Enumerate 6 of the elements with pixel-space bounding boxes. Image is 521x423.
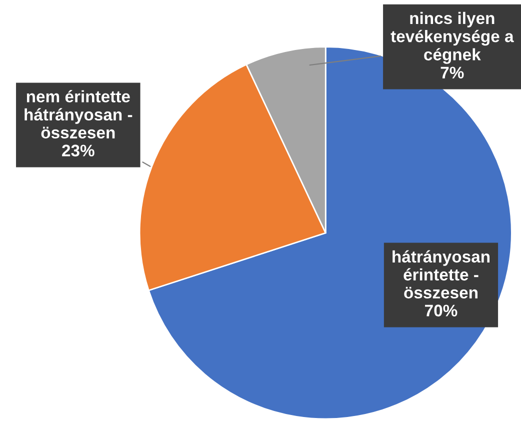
slice-label: nincs ilyen tevékenysége a cégnek [390,12,514,64]
data-label: 23% [62,144,94,156]
data-label: 7% [440,66,464,78]
slice-label: hátrányosan érintette - összesen [392,250,490,299]
slice-label: nem érintette hátrányosan - összesen [24,90,132,139]
data-label: 70% [425,304,458,316]
